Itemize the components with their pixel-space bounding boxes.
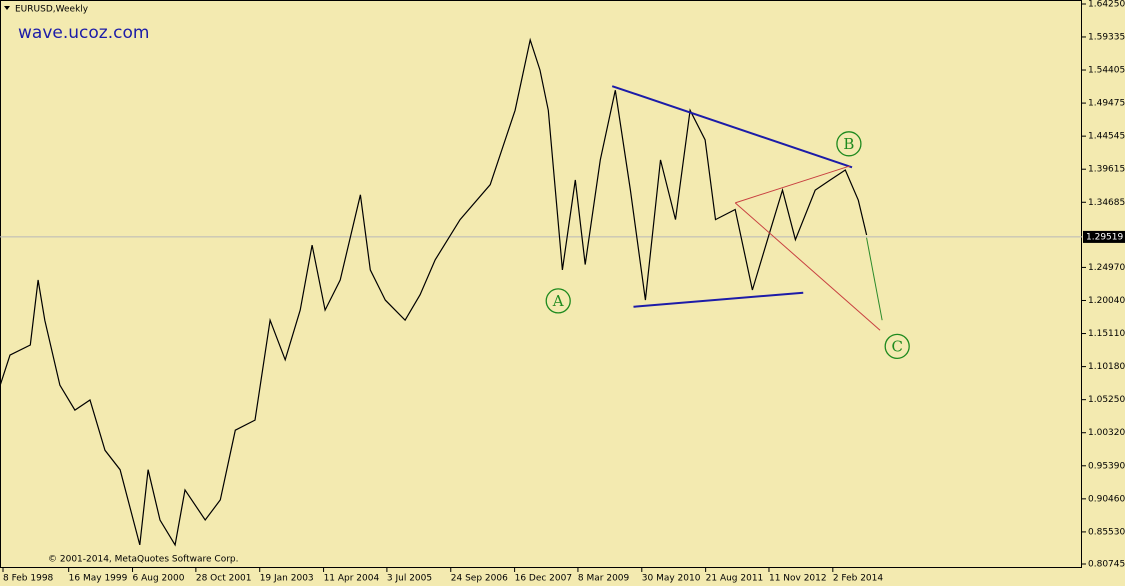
y-tick-label: 1.44545 [1088,132,1125,142]
x-tick-label: 24 Sep 2006 [451,574,508,584]
wave-label: C [891,337,902,355]
x-tick-label: 16 Dec 2007 [515,574,573,584]
watermark: wave.ucoz.com [18,23,149,43]
trendline [866,237,883,321]
x-tick-label: 2 Feb 2014 [833,574,884,584]
y-tick-label: 1.10180 [1088,362,1125,372]
wave-label: A [552,292,564,310]
y-tick-label: 1.34685 [1088,198,1125,208]
plot-frame [0,0,1082,568]
y-tick-label: 1.39615 [1088,165,1125,175]
y-tick-label: 1.05250 [1088,395,1125,405]
price-line [0,37,868,547]
x-tick-label: 6 Aug 2000 [133,574,185,584]
y-tick-label: 0.90460 [1088,494,1125,504]
x-tick-label: 21 Aug 2011 [706,574,764,584]
last-price-label: 1.29519 [1086,232,1123,242]
wave-circle [836,131,862,157]
trendline [734,202,881,331]
trendline [633,291,804,308]
trendline [735,165,851,204]
y-tick-label: 1.20040 [1088,296,1125,306]
x-tick-label: 11 Nov 2012 [769,574,827,584]
menu-arrow[interactable] [4,6,10,10]
x-tick-label: 3 Jul 2005 [387,574,432,584]
wave-label: B [843,135,854,153]
x-tick-label: 19 Jan 2003 [260,574,314,584]
y-tick-label: 1.54405 [1088,66,1125,76]
y-tick-label: 0.95390 [1088,461,1125,471]
wave-circle [545,288,571,314]
x-tick-label: 8 Feb 1998 [3,574,54,584]
x-tick-label: 16 May 1999 [69,574,128,584]
y-tick-label: 1.00320 [1088,428,1125,438]
wave-circle [884,333,910,360]
y-tick-label: 1.64250 [1088,0,1125,10]
x-tick-label: 11 Apr 2004 [324,574,380,584]
copyright: © 2001-2014, MetaQuotes Software Corp. [48,555,239,565]
trendline [611,85,853,169]
chart-title: EURUSD,Weekly [15,5,89,15]
y-tick-label: 0.85530 [1088,527,1125,537]
x-tick-label: 8 Mar 2009 [578,574,630,584]
last-price-box [1083,230,1125,243]
y-tick-label: 1.24970 [1088,263,1125,273]
x-tick-label: 28 Oct 2001 [196,574,252,584]
y-tick-label: 1.49475 [1088,99,1125,109]
y-tick-label: 1.15110 [1088,329,1125,339]
x-tick-label: 30 May 2010 [642,574,701,584]
y-tick-label: 1.59335 [1088,32,1125,42]
y-tick-label: 0.80745 [1088,560,1125,570]
